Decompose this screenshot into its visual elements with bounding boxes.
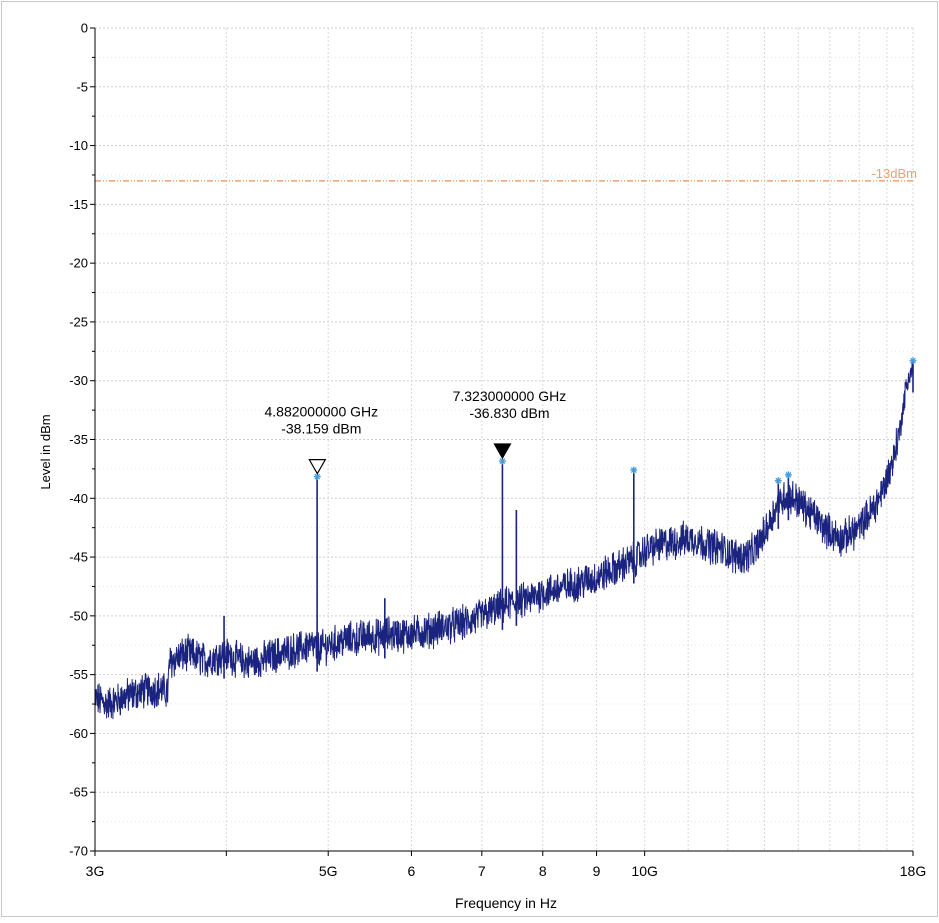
y-tick-label: -60 bbox=[69, 726, 88, 741]
x-tick-label: 18G bbox=[900, 863, 926, 879]
y-tick-label: -65 bbox=[69, 785, 88, 800]
marker-level-label: -36.830 dBm bbox=[469, 405, 549, 421]
x-tick-label: 8 bbox=[539, 863, 547, 879]
peak-marker-group bbox=[313, 357, 917, 485]
marker-frequency-label: 7.323000000 GHz bbox=[453, 388, 567, 404]
peak-star-marker bbox=[774, 477, 782, 485]
y-tick-label: -30 bbox=[69, 373, 88, 388]
peak-star-stroke bbox=[314, 473, 321, 480]
marker-group: 4.882000000 GHz-38.159 dBm 7.323000000 GH… bbox=[264, 388, 567, 475]
peak-star-marker bbox=[784, 471, 792, 479]
peak-star-marker bbox=[630, 466, 638, 474]
y-axis-label: Level in dBm bbox=[38, 414, 53, 489]
y-tick-label: -20 bbox=[69, 256, 88, 271]
y-tick-label: -45 bbox=[69, 550, 88, 565]
limit-line-label: -13dBm bbox=[871, 166, 917, 181]
x-tick-label: 7 bbox=[478, 863, 486, 879]
y-tick-label: -5 bbox=[76, 79, 88, 94]
x-tick-label: 5G bbox=[319, 863, 338, 879]
y-tick-label: -55 bbox=[69, 667, 88, 682]
y-tick-label: -50 bbox=[69, 608, 88, 623]
trace-group bbox=[94, 362, 914, 720]
spectrum-trace bbox=[94, 362, 914, 720]
y-tick-label: -10 bbox=[69, 138, 88, 153]
y-tick-label: -15 bbox=[69, 197, 88, 212]
limit-line-group: -13dBm bbox=[95, 166, 917, 182]
peak-star-marker bbox=[313, 473, 321, 481]
peak-star-stroke bbox=[910, 357, 916, 364]
x-tick-label: 3G bbox=[86, 863, 105, 879]
peak-star-stroke bbox=[785, 471, 792, 478]
y-tick-label: -25 bbox=[69, 314, 88, 329]
y-tick-label: -70 bbox=[69, 844, 88, 859]
peak-star-stroke bbox=[775, 477, 782, 484]
x-axis-label: Frequency in Hz bbox=[455, 895, 557, 911]
marker-triangle-outline bbox=[308, 459, 327, 475]
peak-star-stroke bbox=[499, 458, 506, 464]
x-tick-label: 6 bbox=[408, 863, 416, 879]
x-tick-label: 10G bbox=[631, 863, 657, 879]
y-tick-label: -35 bbox=[69, 432, 88, 447]
peak-star-marker bbox=[909, 357, 917, 365]
peak-star-stroke bbox=[630, 467, 637, 474]
marker-level-label: -38.159 dBm bbox=[281, 421, 361, 437]
x-tick-label: 9 bbox=[593, 863, 601, 879]
marker-triangle-filled bbox=[493, 443, 512, 460]
axes: 0 -5 -10 -15 -20 -25 -30 -35 -40 -45 -50 -55 -60 -65 -… bbox=[69, 21, 926, 880]
y-tick-label: -40 bbox=[69, 491, 88, 506]
spike-group bbox=[223, 360, 914, 679]
marker-frequency-label: 4.882000000 GHz bbox=[264, 404, 378, 420]
y-tick-label: 0 bbox=[81, 21, 88, 36]
